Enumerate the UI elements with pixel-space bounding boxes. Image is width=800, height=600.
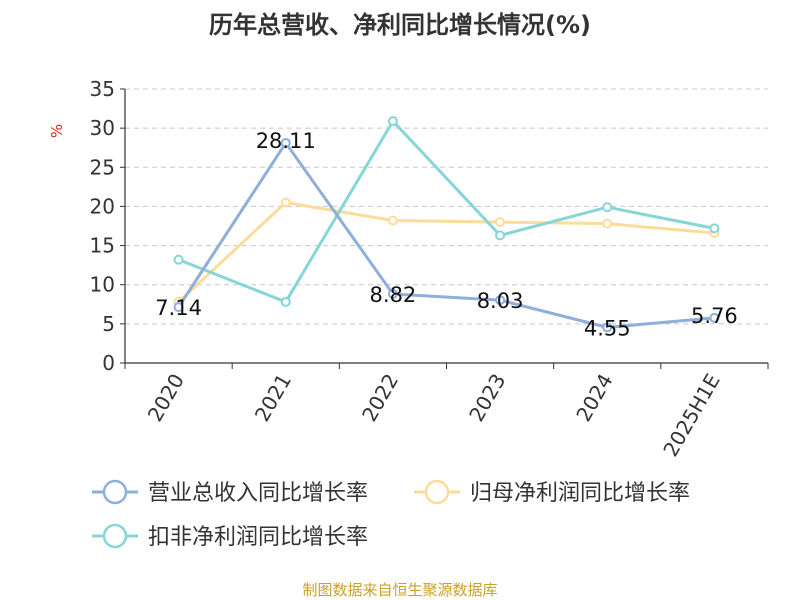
y-tick-label: 30 <box>90 116 115 140</box>
data-label: 5.76 <box>691 304 738 328</box>
y-tick-label: 10 <box>90 273 115 297</box>
data-label: 7.14 <box>155 296 202 320</box>
y-tick-label: 35 <box>90 77 115 101</box>
source-note: 制图数据来自恒生聚源数据库 <box>302 581 497 599</box>
data-point <box>387 215 398 226</box>
x-tick-label: 2021 <box>250 370 296 426</box>
data-point <box>280 296 291 307</box>
data-point <box>602 322 613 333</box>
data-point <box>280 137 291 148</box>
x-tick-label: 2020 <box>143 370 189 426</box>
chart-title: 历年总营收、净利同比增长情况(%) <box>209 11 591 39</box>
data-labels: 7.14 28.11 8.82 8.03 4.55 5.76 <box>155 129 738 340</box>
data-point <box>387 116 398 127</box>
y-axis-unit: % <box>48 124 66 138</box>
x-tick-label: 2022 <box>357 370 403 426</box>
grid <box>125 88 768 325</box>
legend-label: 归母净利润同比增长率 <box>470 481 690 506</box>
series-line <box>177 141 715 329</box>
legend-swatch-marker <box>102 479 128 505</box>
legend-swatch-marker <box>424 479 450 505</box>
legend-label: 扣非净利润同比增长率 <box>148 525 368 550</box>
legend-label: 营业总收入同比增长率 <box>148 481 368 506</box>
data-point <box>495 230 506 241</box>
data-label: 8.03 <box>477 289 524 313</box>
x-tick-label: 2023 <box>464 370 510 426</box>
axes: % 0 5 10 15 20 25 30 35 2020 2021 2022 2023 2024 2025… <box>48 77 769 461</box>
data-point <box>602 218 613 229</box>
data-point <box>387 288 398 299</box>
series-line <box>178 119 715 304</box>
series <box>173 116 720 333</box>
series-line <box>177 201 715 304</box>
data-label: 8.82 <box>370 283 417 307</box>
data-point <box>173 254 184 265</box>
legend-swatch-marker <box>102 523 128 549</box>
y-tick-label: 0 <box>102 351 115 375</box>
y-tick-label: 15 <box>90 234 115 258</box>
y-tick-label: 25 <box>90 155 115 179</box>
data-point <box>602 202 613 213</box>
y-tick-label: 5 <box>102 312 115 336</box>
x-tick-label: 2024 <box>571 370 617 426</box>
data-label: 4.55 <box>584 316 631 340</box>
data-point <box>495 295 506 306</box>
data-point <box>173 302 184 313</box>
data-point <box>709 312 720 323</box>
x-tick-label: 2025H1E <box>658 370 724 461</box>
data-label: 28.11 <box>256 129 316 153</box>
data-point <box>709 223 720 234</box>
data-point <box>280 197 291 208</box>
y-tick-label: 20 <box>90 194 115 218</box>
data-point <box>495 217 506 228</box>
